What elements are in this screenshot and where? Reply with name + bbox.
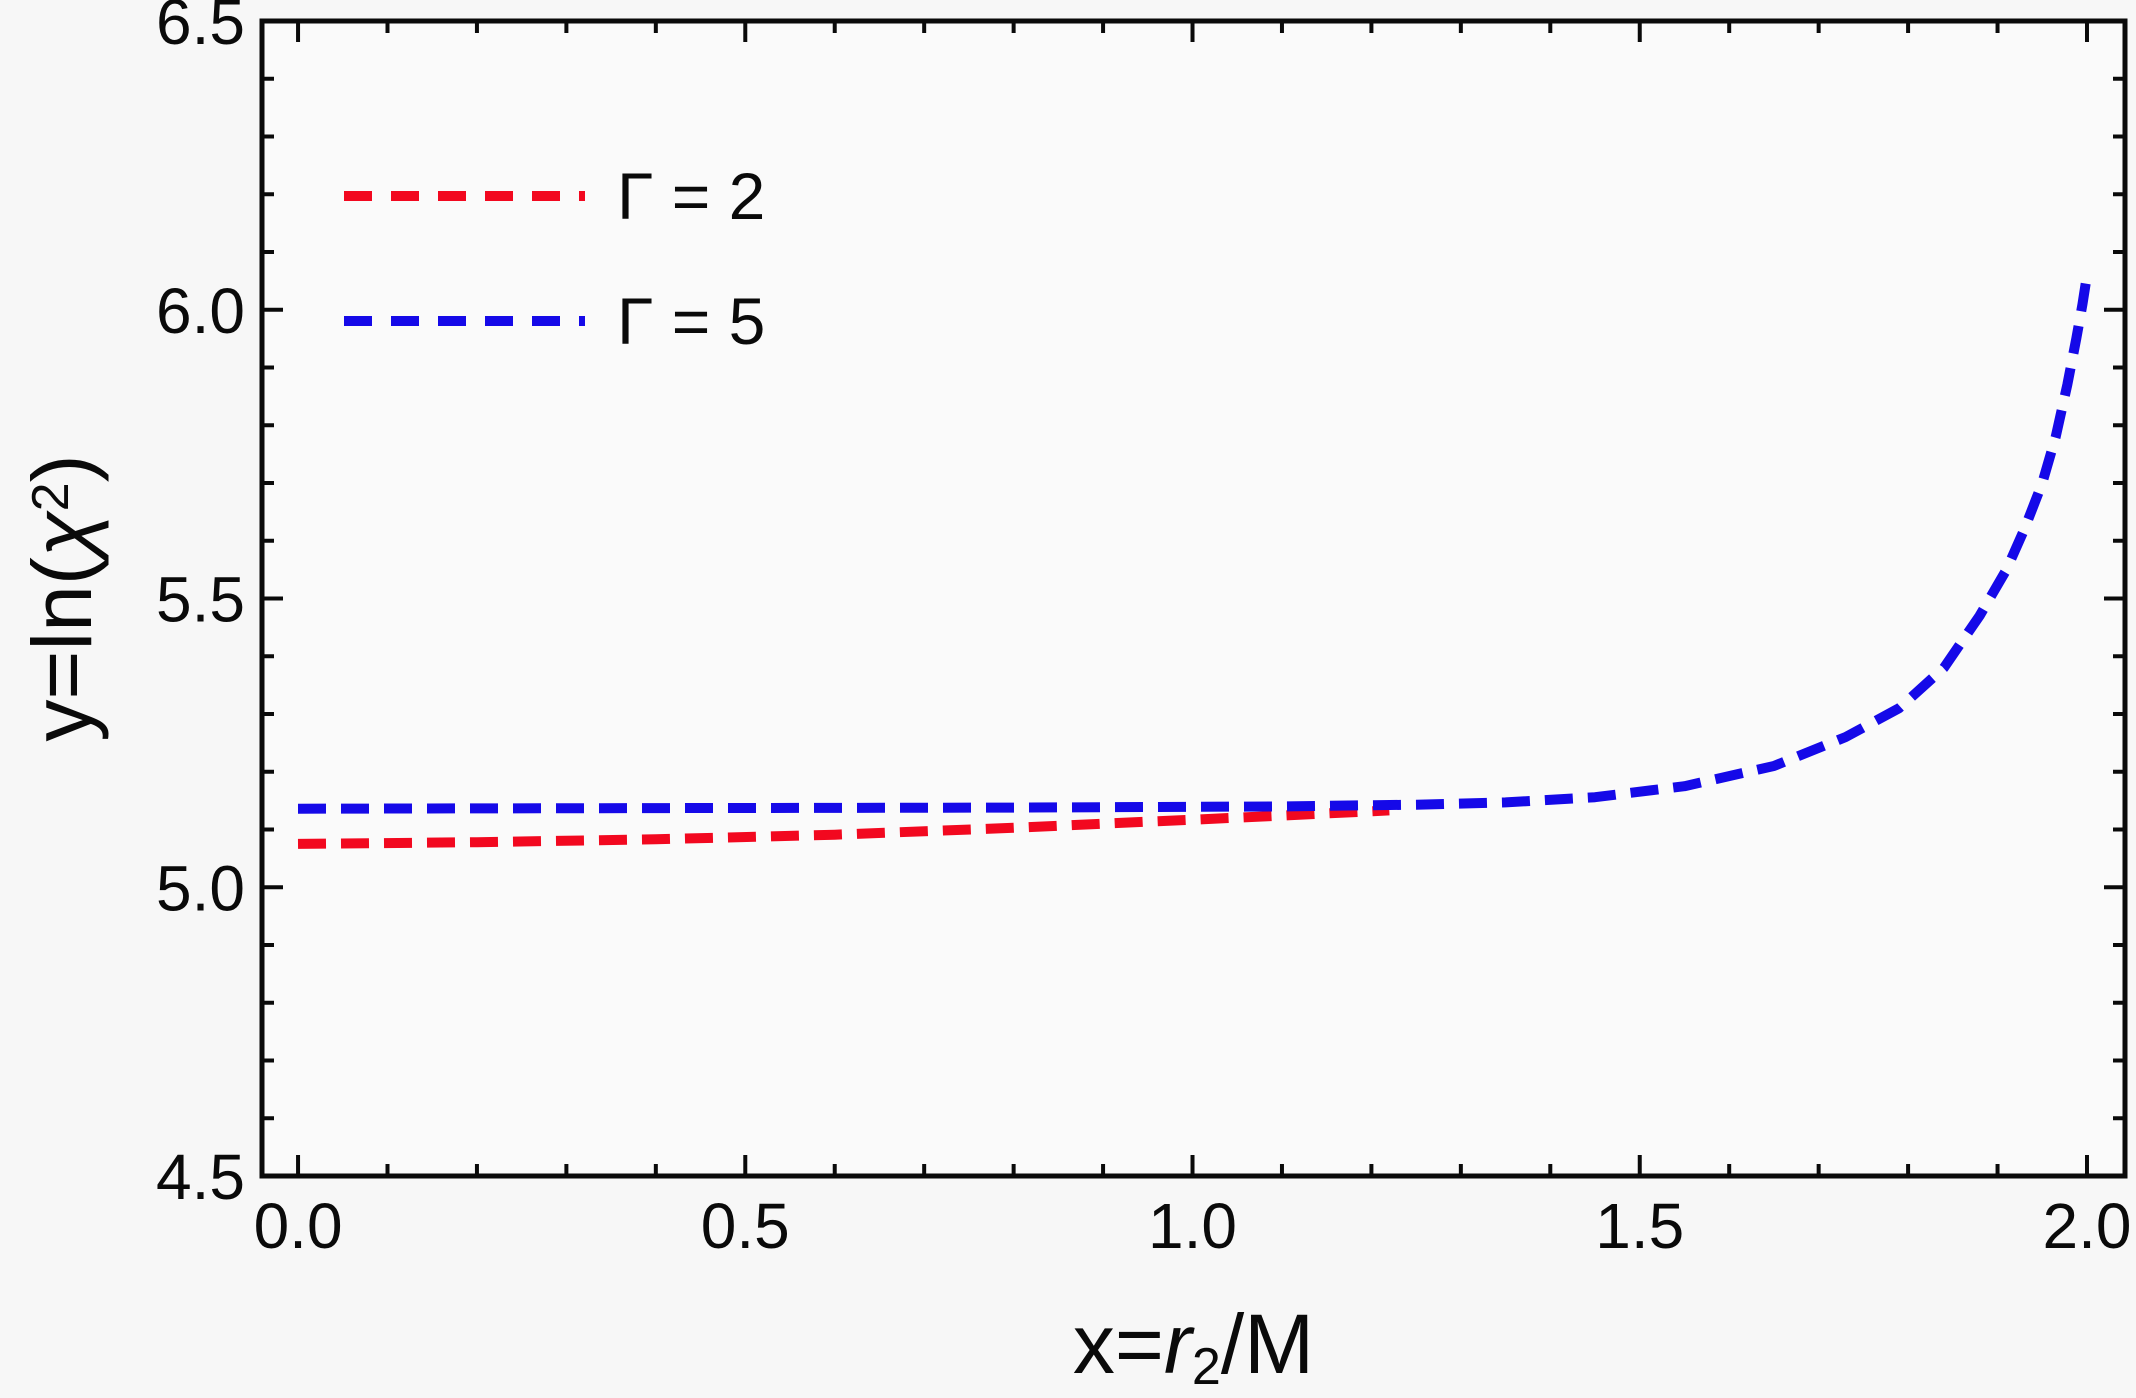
y-axis-label-var: χ — [15, 511, 109, 558]
legend-label-gamma-5: Γ = 5 — [617, 284, 766, 358]
x-tick-label: 0.5 — [701, 1190, 790, 1262]
legend-line-gamma-2-icon — [344, 191, 585, 201]
y-axis-label: y=ln(χ2) — [15, 454, 109, 741]
legend-entry-gamma-5: Γ = 5 — [344, 276, 765, 366]
legend-entry-gamma-2: Γ = 2 — [344, 151, 765, 241]
x-tick-label: 1.5 — [1595, 1190, 1684, 1262]
x-axis-label-var: r — [1163, 1297, 1192, 1391]
x-axis-label-sub: 2 — [1191, 1338, 1221, 1397]
legend-label-gamma-2: Γ = 2 — [617, 159, 766, 233]
x-tick-label: 0.0 — [254, 1190, 343, 1262]
x-tick-label: 1.0 — [1148, 1190, 1237, 1262]
series-curve-1 — [297, 274, 2092, 814]
y-axis-label-sup: 2 — [21, 482, 80, 512]
y-tick-label: 6.0 — [156, 275, 245, 347]
series-curve-0 — [297, 805, 1390, 849]
y-axis-label-pre: y=ln( — [15, 557, 109, 742]
y-tick-label: 4.5 — [156, 1141, 245, 1213]
x-axis-label: x=r2/M — [262, 1302, 2125, 1393]
x-axis-label-pre: x= — [1072, 1297, 1164, 1391]
legend: Γ = 2 Γ = 5 — [344, 151, 765, 401]
x-tick-label: 2.0 — [2043, 1190, 2132, 1262]
y-tick-label: 5.5 — [156, 564, 245, 636]
x-axis-label-post: /M — [1220, 1297, 1315, 1391]
plot-area — [262, 21, 2125, 1176]
y-tick-label: 6.5 — [156, 0, 245, 58]
y-tick-label: 5.0 — [156, 852, 245, 924]
legend-line-gamma-5-icon — [344, 316, 585, 326]
y-axis-label-post: ) — [15, 454, 109, 483]
